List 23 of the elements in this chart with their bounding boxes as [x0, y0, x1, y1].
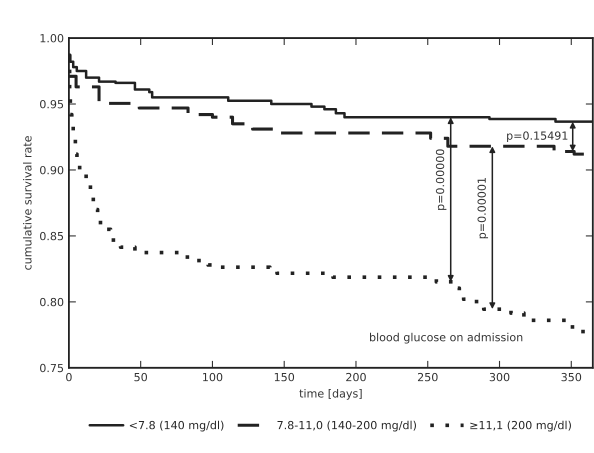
legend-label: ≥11,1 (200 mg/dl): [470, 420, 571, 432]
legend-label: <7.8 (140 mg/dl): [130, 420, 224, 432]
annotation: p=0.15491: [507, 131, 568, 142]
y-tick-label: 1.00: [40, 34, 64, 42]
y-tick-label: 0.80: [40, 298, 64, 306]
y-axis-title: cumulative survival rate: [22, 136, 32, 270]
x-tick-label: 50: [134, 372, 148, 382]
x-tick-label: 350: [562, 372, 582, 382]
y-tick-label: 0.85: [40, 232, 64, 240]
y-tick-label: 0.95: [40, 100, 64, 108]
x-tick-label: 250: [418, 372, 438, 382]
annotation: p=0.00000: [436, 149, 446, 210]
y-tick-label: 0.75: [40, 364, 64, 372]
annotation: blood glucose on admission: [370, 332, 522, 344]
x-tick-label: 300: [490, 372, 510, 382]
legend-label: 7.8-11,0 (140-200 mg/dl): [278, 420, 416, 432]
x-axis-title: time [days]: [299, 389, 362, 400]
x-tick-label: 0: [66, 372, 72, 382]
x-tick-label: 100: [203, 372, 222, 382]
x-tick-label: 200: [346, 372, 366, 382]
y-tick-label: 0.90: [40, 166, 64, 174]
x-tick-label: 150: [274, 372, 294, 382]
annotation: p=0.00001: [477, 178, 488, 238]
